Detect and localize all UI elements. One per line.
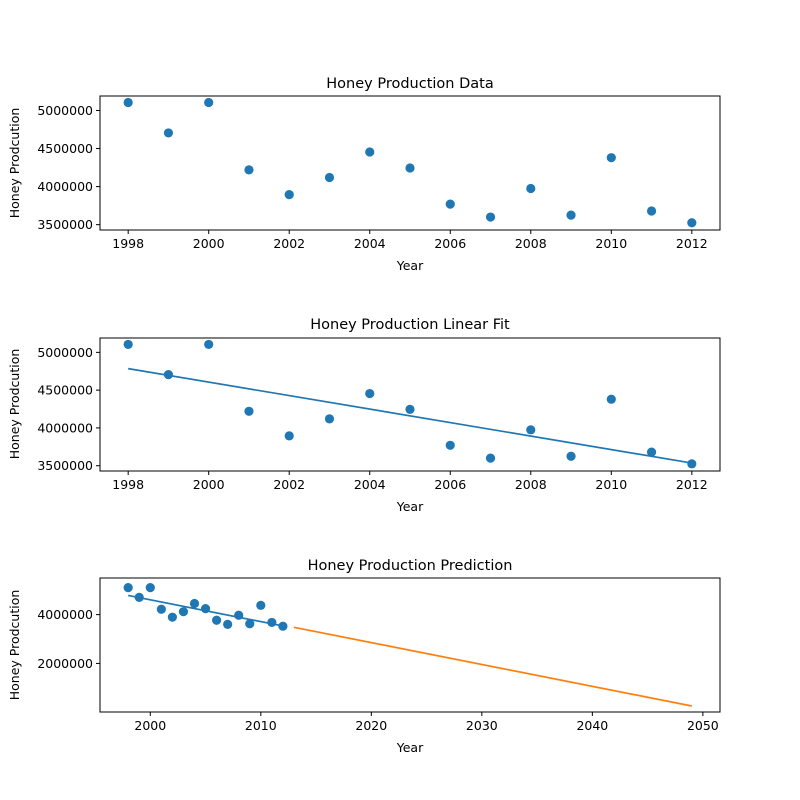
y-tick-label: 3500000	[37, 217, 93, 232]
panel-2-ylabel: Honey Prodcution	[7, 349, 22, 460]
panel-3-xlabel: Year	[396, 740, 424, 755]
x-tick-label: 1998	[112, 477, 144, 492]
x-tick-label: 2000	[193, 236, 225, 251]
data-point	[405, 163, 415, 173]
data-point	[211, 615, 222, 625]
axes-frame	[99, 577, 721, 713]
data-point	[223, 619, 233, 629]
x-tick-label: 2030	[466, 718, 498, 733]
data-point	[167, 612, 177, 622]
data-point	[365, 388, 375, 399]
data-point	[445, 440, 455, 450]
data-point	[485, 212, 496, 222]
panel-3: Honey Production Prediction 2000 2010 2020…	[7, 558, 721, 755]
panel-1-title: Honey Production Data	[326, 76, 493, 92]
fit-line	[128, 367, 692, 464]
data-point	[526, 183, 536, 194]
panel-1-xlabel: Year	[396, 258, 424, 273]
data-point	[485, 453, 496, 463]
panel-3-ylabel: Honey Prodcution	[7, 590, 22, 701]
y-tick-label: 5000000	[37, 103, 93, 118]
x-tick-label: 2010	[595, 236, 627, 251]
data-point	[123, 339, 133, 350]
data-point	[646, 206, 657, 216]
data-point	[245, 619, 255, 629]
x-tick-label: 2004	[354, 477, 386, 492]
fit-line	[128, 594, 284, 627]
x-tick-label: 2002	[273, 477, 305, 492]
y-tick-label: 5000000	[37, 345, 93, 360]
data-point	[204, 97, 214, 108]
data-point	[156, 604, 166, 614]
panel-2-title: Honey Production Linear Fit	[310, 317, 510, 333]
data-point	[687, 459, 697, 469]
data-point	[244, 406, 254, 416]
y-tick-label: 4000000	[37, 420, 93, 435]
data-point	[123, 97, 133, 108]
panel-1-ylabel: Honey Prodcution	[7, 108, 22, 219]
y-tick-label: 3500000	[37, 458, 93, 473]
x-tick-label: 2000	[193, 477, 225, 492]
panel-2: Honey Production Linear Fit 1998 2000 2002…	[7, 317, 721, 514]
data-point	[278, 621, 288, 631]
data-point	[324, 414, 335, 424]
x-tick-label: 2010	[245, 718, 277, 733]
data-point	[123, 583, 133, 593]
data-point	[189, 598, 200, 609]
data-point	[284, 189, 294, 200]
prediction-line	[293, 626, 692, 707]
data-point	[646, 447, 657, 457]
x-tick-label: 2000	[134, 718, 166, 733]
data-point	[145, 583, 155, 593]
y-tick-label: 4000000	[37, 607, 93, 622]
data-point	[606, 394, 616, 404]
data-point	[526, 425, 536, 435]
x-tick-label: 2002	[273, 236, 305, 251]
data-point	[365, 147, 375, 157]
data-point	[284, 431, 294, 441]
x-tick-label: 2008	[515, 236, 547, 251]
y-tick-label: 2000000	[37, 656, 93, 671]
panel-1: Honey Production Data 1998 2000 2002 2004 20…	[7, 76, 721, 273]
panel-2-xlabel: Year	[396, 499, 424, 514]
x-tick-label: 2012	[676, 236, 708, 251]
data-point	[244, 165, 254, 175]
data-point	[324, 172, 335, 183]
data-point	[445, 199, 455, 209]
panel-3-title: Honey Production Prediction	[308, 558, 513, 574]
x-tick-label: 2050	[687, 718, 719, 733]
panel-3-plot: 2000 2010 2020 2030 2040 2050 2000000 4000000	[37, 577, 721, 733]
x-tick-label: 2010	[595, 477, 627, 492]
y-tick-label: 4500000	[37, 383, 93, 398]
data-point	[178, 607, 189, 617]
data-point	[405, 404, 415, 415]
x-tick-label: 2020	[355, 718, 387, 733]
data-point	[566, 210, 576, 220]
x-tick-label: 2004	[354, 236, 386, 251]
x-tick-label: 1998	[112, 236, 144, 251]
x-tick-label: 2040	[576, 718, 608, 733]
y-tick-label: 4000000	[37, 179, 93, 194]
panel-1-plot: 1998 2000 2002 2004 2006 2008 2010 2012 3500000 4…	[37, 95, 721, 251]
data-point	[163, 128, 174, 138]
data-point	[256, 600, 266, 610]
data-point	[204, 339, 214, 350]
panel-2-plot: 1998 2000 2002 2004 2006 2008 2010 2012 3500000 4…	[37, 337, 721, 492]
data-point	[566, 451, 576, 461]
axes-frame	[99, 337, 721, 472]
data-point	[687, 218, 697, 228]
x-tick-label: 2012	[676, 477, 708, 492]
x-tick-label: 2006	[434, 236, 466, 251]
data-point	[606, 153, 616, 163]
x-tick-label: 2006	[434, 477, 466, 492]
x-tick-label: 2008	[515, 477, 547, 492]
axes-frame	[99, 95, 721, 231]
y-tick-label: 4500000	[37, 141, 93, 156]
